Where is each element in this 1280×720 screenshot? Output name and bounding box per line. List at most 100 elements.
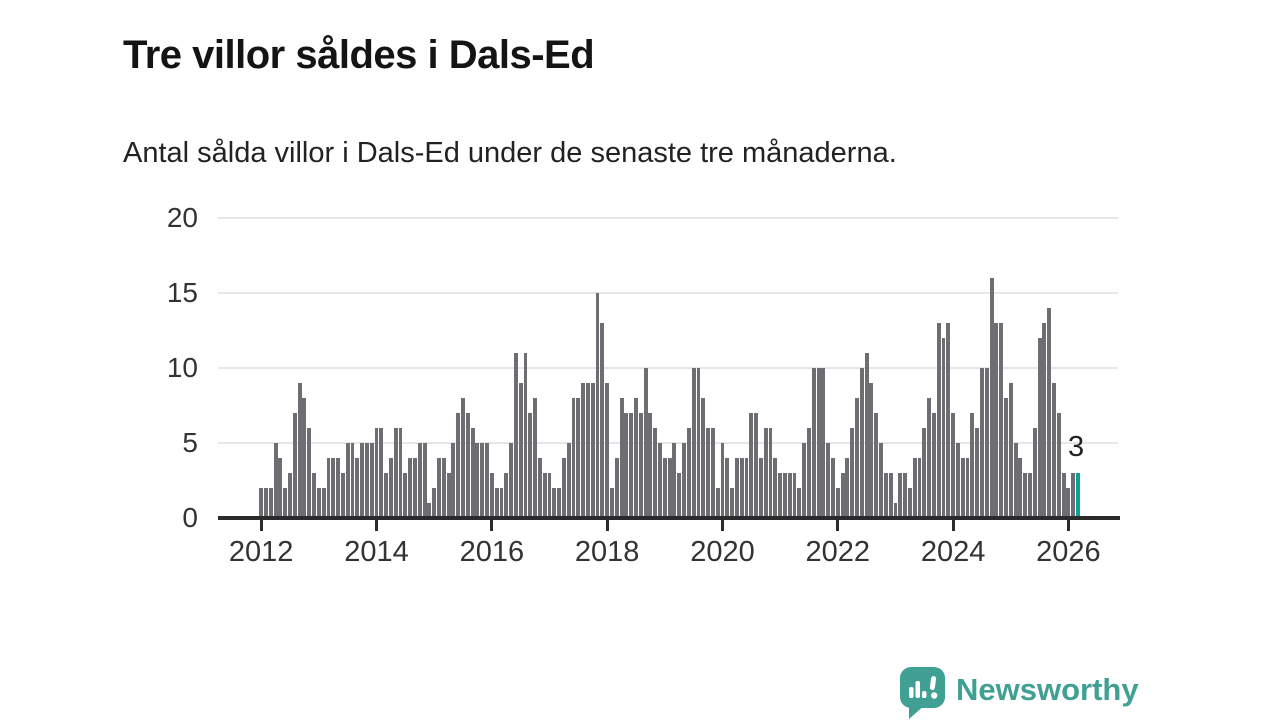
bar [706, 427, 710, 518]
bar [494, 487, 499, 518]
bar [898, 472, 903, 518]
bar [893, 502, 898, 518]
bar [1032, 427, 1037, 518]
bar [768, 427, 773, 518]
bar [331, 457, 336, 518]
bar [951, 412, 956, 518]
bar [864, 352, 869, 518]
bar [388, 457, 393, 518]
x-axis-tick [490, 520, 494, 531]
bar [595, 292, 600, 518]
bar [907, 487, 912, 518]
bar [1018, 457, 1023, 518]
bar [946, 322, 951, 518]
bar [499, 487, 504, 518]
bar [826, 442, 831, 518]
bar [379, 427, 384, 518]
x-axis-tick-label: 2024 [920, 536, 986, 568]
x-axis-tick [375, 520, 379, 531]
x-axis-tick [1066, 520, 1070, 531]
x-axis-tick [951, 520, 955, 531]
bar [725, 457, 730, 518]
newsworthy-logo-text: Newsworthy [956, 672, 1139, 707]
x-axis-tick-label: 2026 [1036, 536, 1101, 568]
bar [513, 352, 518, 518]
bar [739, 457, 744, 518]
bar [903, 472, 907, 518]
bar [696, 367, 701, 518]
bar [922, 427, 927, 518]
bar [576, 397, 581, 518]
bar [571, 397, 576, 518]
newsworthy-logo: Newsworthy [899, 666, 1139, 720]
bar [523, 352, 528, 518]
y-axis-tick-label: 15 [166, 276, 198, 308]
bar [975, 427, 980, 518]
bar [422, 442, 427, 518]
bar [585, 382, 590, 518]
bar [797, 487, 802, 518]
bar [581, 382, 586, 518]
bar [792, 472, 797, 518]
bar [326, 457, 331, 518]
bar [912, 457, 917, 518]
bar [677, 472, 682, 518]
bar [398, 427, 403, 518]
bar [936, 322, 941, 518]
bar [504, 472, 509, 518]
bar [446, 472, 451, 518]
bar [1047, 307, 1052, 518]
bar [874, 412, 879, 518]
bar [350, 442, 355, 518]
bar [1004, 397, 1008, 518]
bar [427, 502, 432, 518]
bar [965, 457, 970, 518]
bar [682, 442, 686, 518]
bar [730, 487, 735, 518]
bar [614, 457, 619, 518]
bar [802, 442, 807, 518]
bar [835, 487, 840, 518]
bar [773, 457, 778, 518]
bar [557, 487, 562, 518]
bar [316, 487, 321, 518]
bar [984, 367, 989, 518]
bar [989, 277, 994, 518]
bar [480, 442, 485, 518]
bar [283, 487, 288, 518]
bar [566, 442, 571, 518]
bar [417, 442, 422, 518]
bar [850, 427, 855, 518]
y-axis-tick-label: 10 [166, 351, 198, 383]
bar [1028, 472, 1032, 518]
bar [643, 367, 648, 518]
gridline-y-15 [218, 291, 1118, 294]
bar [297, 382, 302, 518]
highlight-bar [1076, 472, 1080, 518]
x-axis-tick-label: 2016 [459, 536, 525, 568]
gridline-y-5 [218, 441, 1118, 444]
page-title: Tre villor såldes i Dals-Ed [123, 32, 595, 77]
bar [590, 382, 595, 518]
bar [686, 427, 691, 518]
bar [542, 472, 547, 518]
bar [1052, 382, 1056, 518]
bar [307, 427, 312, 518]
bar [821, 367, 826, 518]
chart-subtitle: Antal sålda villor i Dals-Ed under de se… [123, 137, 897, 169]
bar [701, 397, 706, 518]
bar [288, 472, 292, 518]
bar [917, 457, 922, 518]
bar [403, 472, 408, 518]
bar [1037, 337, 1042, 518]
bar [321, 487, 326, 518]
bar [489, 472, 494, 518]
bar [999, 322, 1004, 518]
bar [475, 442, 480, 518]
x-axis-tick [836, 520, 840, 531]
bar [268, 487, 273, 518]
bar [879, 442, 883, 518]
bar [710, 427, 715, 518]
bar [278, 457, 283, 518]
bar [273, 442, 278, 518]
